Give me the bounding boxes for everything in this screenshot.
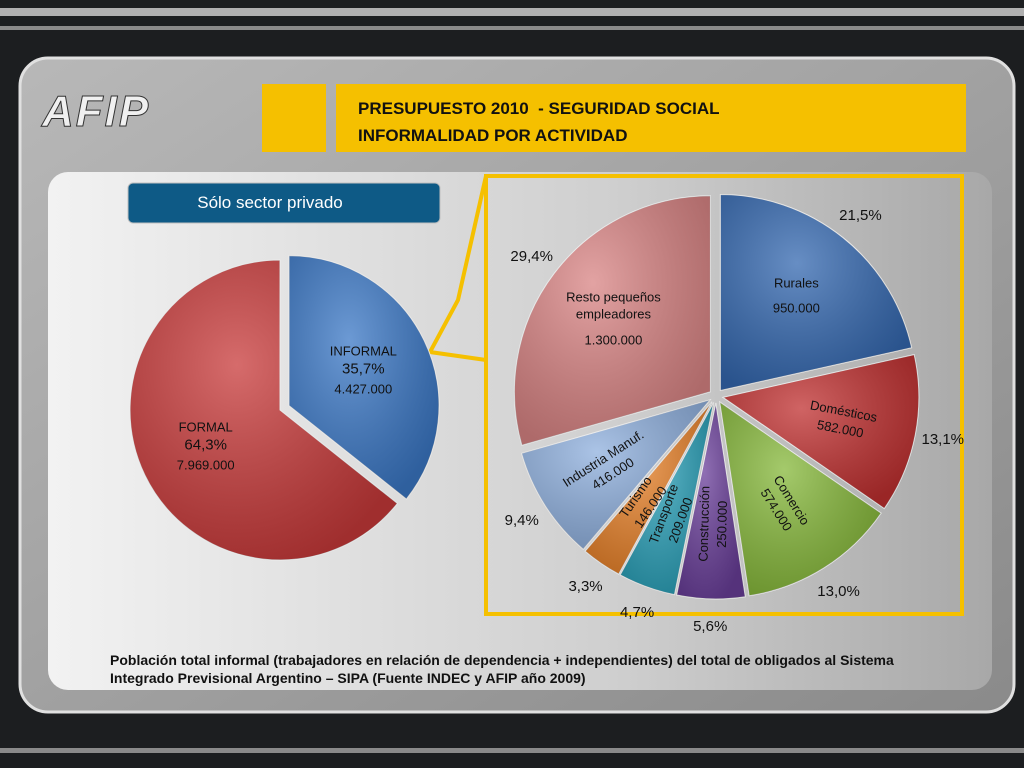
- slice-shade: [620, 402, 714, 595]
- logo: AFIP: [41, 87, 150, 136]
- slice-shade: [720, 194, 912, 391]
- slice-shade: [676, 402, 746, 599]
- percent-label: 29,4%: [510, 247, 553, 265]
- percent-label: 9,4%: [504, 511, 539, 529]
- slice-shade: [289, 255, 440, 500]
- amount-label: 1.300.000: [584, 332, 643, 348]
- title-line: PRESUPUESTO 2010 - SEGURIDAD SOCIAL: [358, 99, 720, 118]
- category-label: Resto pequeños empleadores: [566, 289, 661, 322]
- percent-label: 35,7%: [342, 360, 385, 378]
- slice-label: INFORMAL 35,7% 4.427.000: [330, 342, 397, 397]
- title-square: [262, 84, 326, 152]
- slice-shade: [722, 354, 919, 509]
- badge-text: Sólo sector privado: [197, 193, 343, 212]
- slice-label: Resto pequeños empleadores 1.300.000: [548, 288, 678, 349]
- category-label: INFORMAL: [329, 343, 397, 359]
- percent-label: 13,0%: [817, 582, 860, 600]
- stripe: [0, 8, 1024, 16]
- percent-label: 21,5%: [839, 206, 882, 224]
- slice-label: Rurales 950.000: [731, 274, 861, 317]
- percent-label: 5,6%: [693, 617, 728, 635]
- amount-label: 7.969.000: [176, 456, 235, 472]
- title-box: [336, 84, 966, 152]
- slice-shade: [585, 401, 713, 575]
- percent-label: 4,7%: [619, 603, 655, 621]
- callout-frame: [484, 174, 964, 616]
- stripe: [0, 748, 1024, 753]
- slice-shade: [521, 399, 711, 550]
- amount-label: 4.427.000: [334, 380, 393, 396]
- category-label: Rurales: [773, 275, 819, 291]
- badge: [127, 182, 441, 224]
- slice-shade: [129, 260, 398, 560]
- percent-label: 3,3%: [568, 577, 603, 595]
- callout-line: [426, 175, 488, 362]
- stripe: [0, 26, 1024, 30]
- amount-label: 250.000: [713, 501, 730, 549]
- percent-label: 64,3%: [184, 436, 227, 454]
- slice-shade: [719, 401, 882, 596]
- title-line: INFORMALIDAD POR ACTIVIDAD: [358, 126, 627, 145]
- percent-label: 13,1%: [921, 430, 965, 448]
- slice-label: Construcción 250.000: [694, 486, 731, 563]
- category-label: FORMAL: [178, 419, 233, 435]
- slice-label: FORMAL 64,3% 7.969.000: [177, 418, 235, 473]
- footnote: Población total informal (trabajadores e…: [110, 652, 894, 686]
- amount-label: 950.000: [772, 300, 820, 316]
- slice-shade: [514, 195, 711, 446]
